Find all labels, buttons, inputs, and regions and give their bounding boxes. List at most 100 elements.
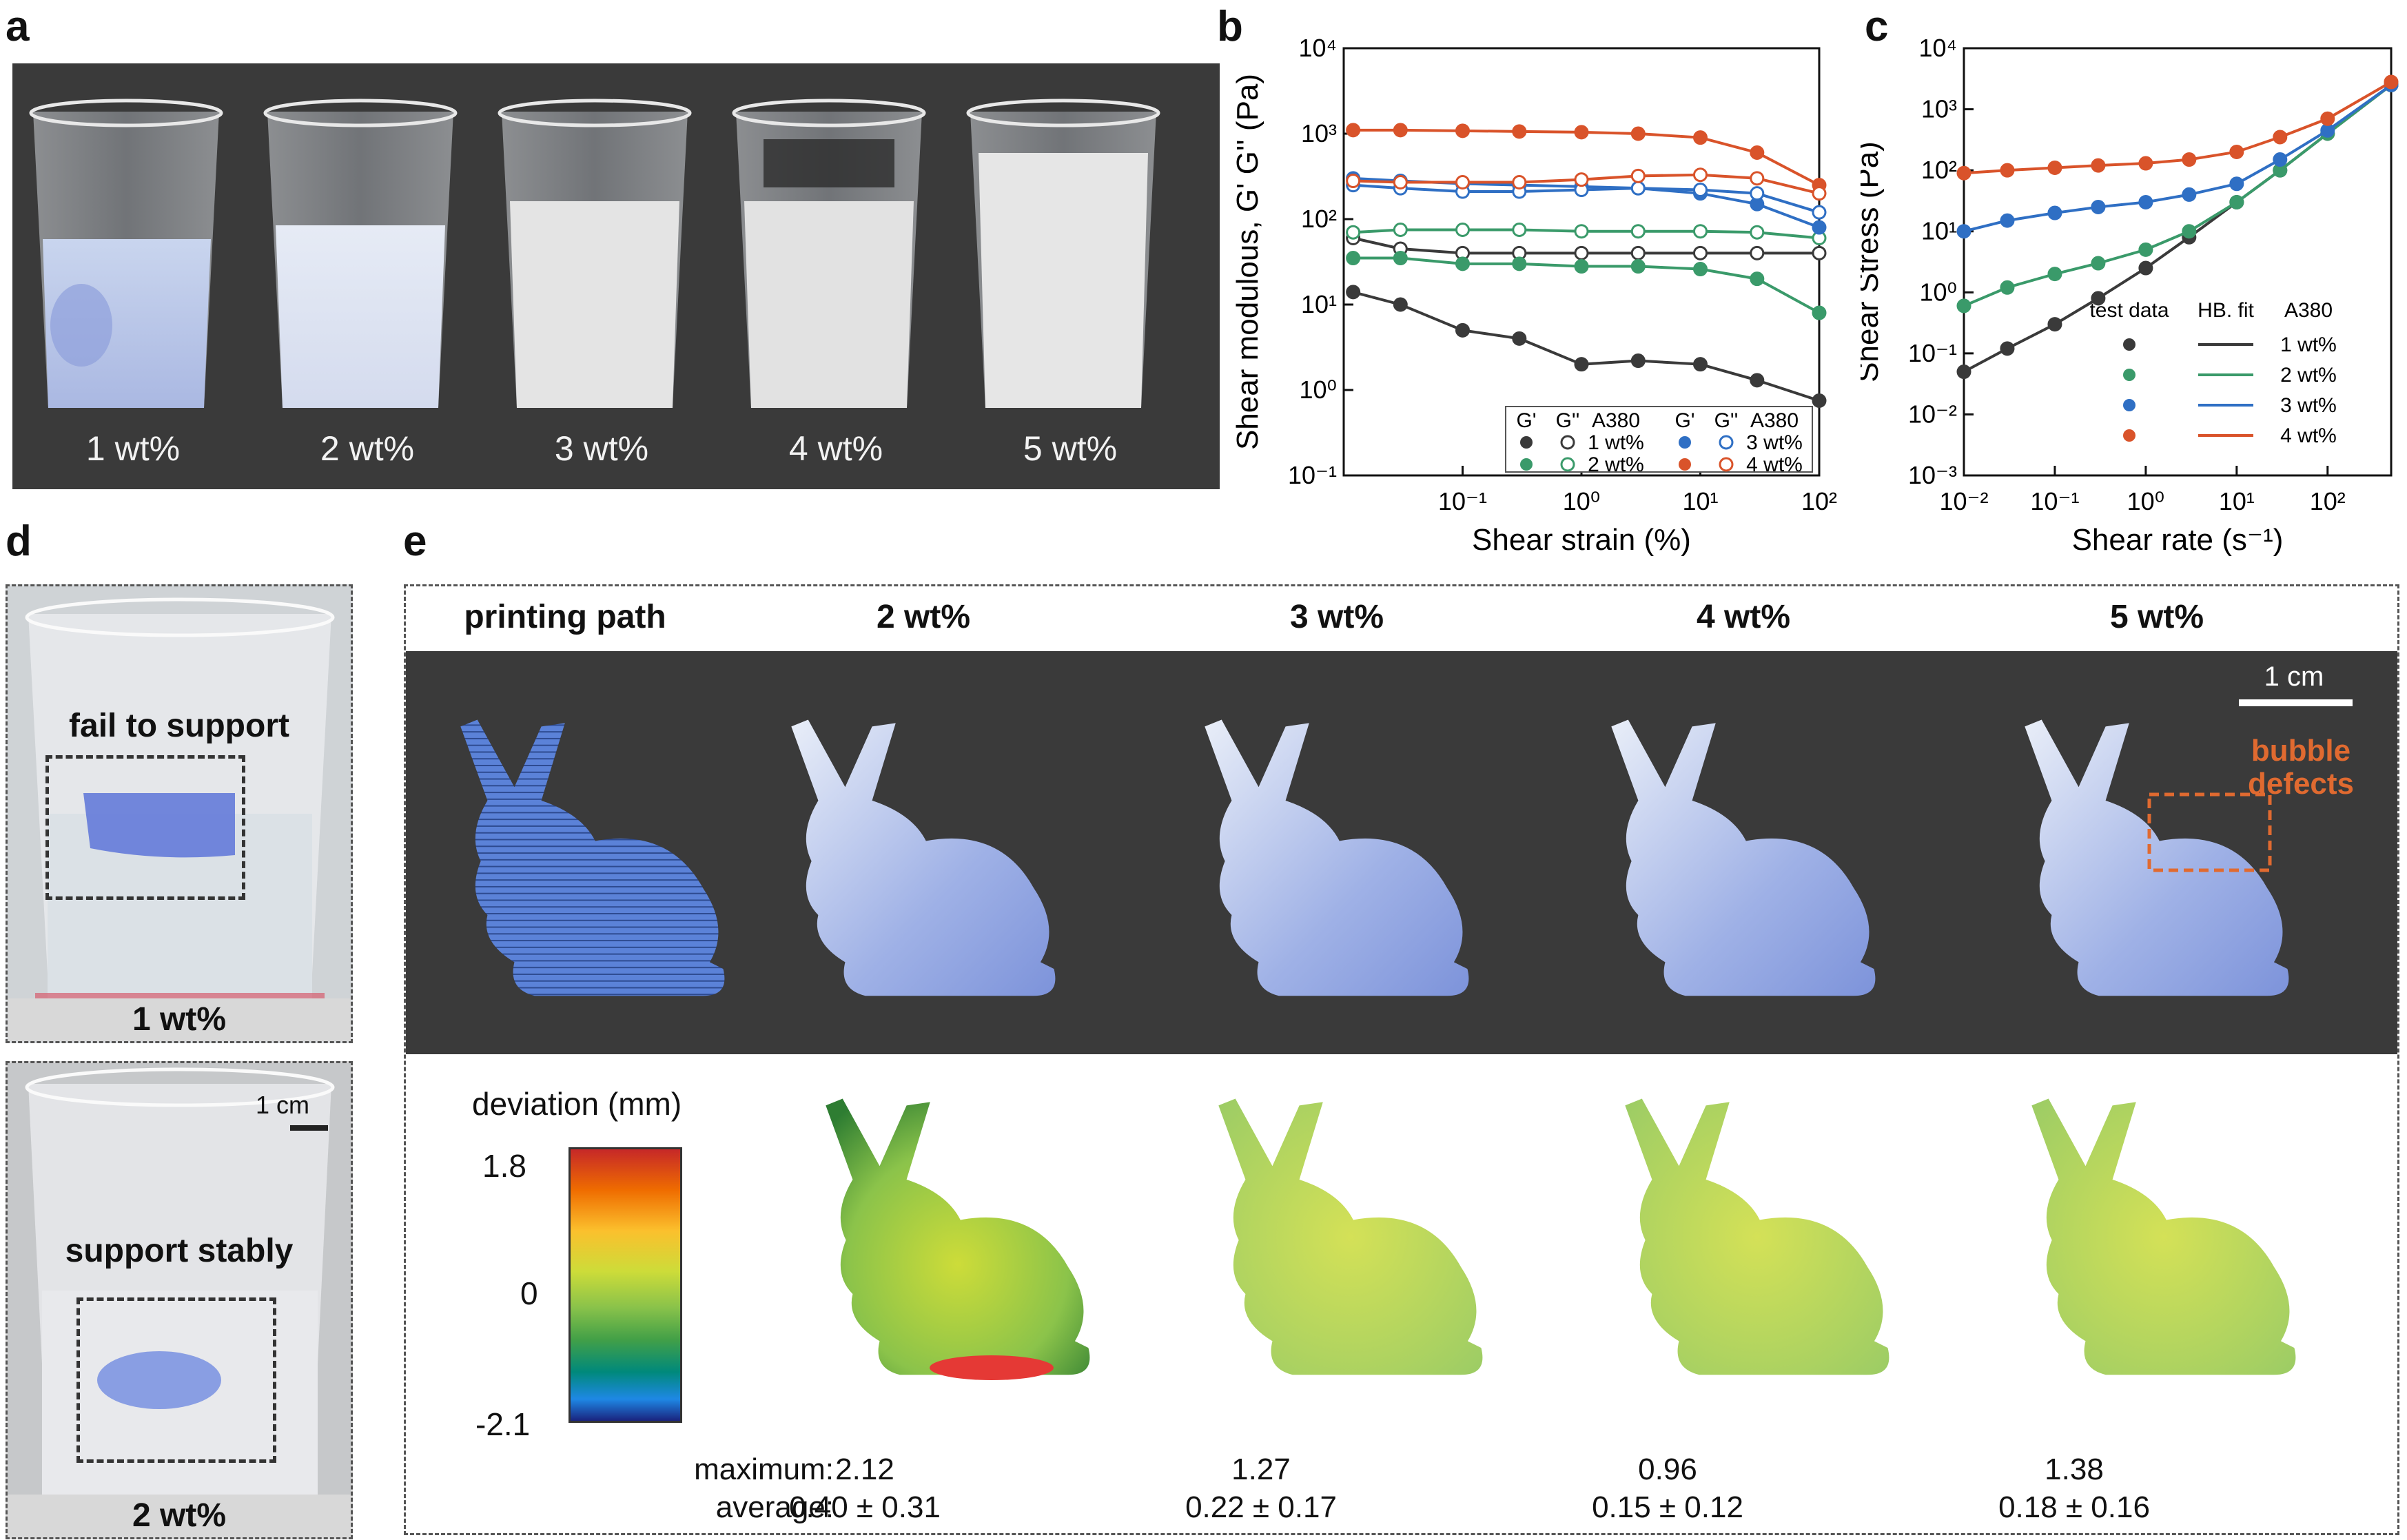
data-point xyxy=(1455,175,1470,190)
legend-marker xyxy=(1719,457,1734,472)
cup-label-3: 3 wt% xyxy=(554,429,649,468)
y-tick-label: 10⁻² xyxy=(1908,400,1957,428)
cups-photo: 1 wt% 2 wt% 3 wt% 4 wt% 5 wt% xyxy=(12,63,1220,489)
y-tick-label: 10⁴ xyxy=(1298,34,1337,62)
colorbar-min: -2.1 xyxy=(475,1406,531,1442)
legend-marker xyxy=(2123,429,2135,442)
defect-note-2: defects xyxy=(2247,767,2355,801)
legend-entry: 2 wt% xyxy=(1588,453,1644,476)
avg-5wt: 0.18 ± 0.16 xyxy=(1998,1490,2150,1524)
max-4wt: 0.96 xyxy=(1638,1452,1697,1486)
data-point xyxy=(2320,111,2335,126)
legend-marker xyxy=(1520,458,1533,471)
data-point xyxy=(1346,285,1361,300)
cup-label-2: 2 wt% xyxy=(320,429,415,468)
data-point xyxy=(2138,260,2153,276)
data-point xyxy=(2229,144,2244,159)
data-point xyxy=(1393,222,1408,237)
legend-marker xyxy=(1679,436,1691,449)
x-tick-label: 10⁻² xyxy=(1939,487,1988,515)
data-point xyxy=(1455,322,1470,338)
x-tick-label: 10⁰ xyxy=(1563,487,1600,515)
data-point xyxy=(2273,152,2288,167)
colorbar xyxy=(569,1147,682,1423)
y-tick-label: 10⁴ xyxy=(1918,34,1957,62)
y-tick-label: 10⁻¹ xyxy=(1288,461,1337,489)
cup-photo-2wt xyxy=(8,1063,351,1537)
data-point xyxy=(2138,194,2153,209)
data-point xyxy=(1750,225,1765,240)
y-tick-label: 10³ xyxy=(1301,119,1337,147)
x-tick-label: 10⁻¹ xyxy=(2030,487,2079,515)
data-point xyxy=(1346,251,1361,266)
data-point xyxy=(1812,186,1827,201)
cup-2 xyxy=(263,99,458,408)
legend-marker xyxy=(2123,338,2135,351)
data-point xyxy=(1630,181,1646,196)
data-point xyxy=(1512,175,1527,190)
plot-frame xyxy=(1963,47,2393,477)
colorbar-mid: 0 xyxy=(520,1275,538,1311)
x-tick-label: 10⁰ xyxy=(2127,487,2164,515)
y-tick-label: 10⁻³ xyxy=(1908,461,1957,489)
y-tick-label: 10¹ xyxy=(1921,217,1957,245)
data-point xyxy=(2000,280,2015,295)
y-tick-label: 10² xyxy=(1921,156,1957,184)
data-point xyxy=(1956,365,1971,380)
data-point xyxy=(1574,224,1589,239)
data-point xyxy=(2229,176,2244,192)
y-tick-label: 10⁻¹ xyxy=(1908,339,1957,367)
deviation-bunny-3wt xyxy=(1218,1098,1483,1375)
legend-header: A380 xyxy=(2284,299,2333,322)
data-point xyxy=(1693,167,1708,183)
y-tick-label: 10⁰ xyxy=(1920,278,1957,306)
legend-entry: 3 wt% xyxy=(2280,394,2337,417)
legend-header: A380 xyxy=(1592,409,1640,432)
legend-header: A380 xyxy=(1750,409,1799,432)
legend-entry: 2 wt% xyxy=(2280,364,2337,387)
legend-header: G'' xyxy=(1714,409,1739,432)
data-point xyxy=(1512,331,1527,346)
data-point xyxy=(1574,245,1589,260)
x-tick-label: 10¹ xyxy=(1682,487,1718,515)
data-point xyxy=(1750,373,1765,388)
cup-4 xyxy=(732,99,926,408)
photo-2wt: 1 cm support stably 2 wt% xyxy=(6,1061,353,1539)
data-point xyxy=(1750,171,1765,186)
data-point xyxy=(1574,125,1589,140)
data-point xyxy=(1956,165,1971,181)
legend-entry: 4 wt% xyxy=(1746,453,1803,476)
data-point xyxy=(1346,174,1361,189)
data-point xyxy=(1574,357,1589,372)
x-axis-label: Shear strain (%) xyxy=(1472,523,1691,557)
panel-letter-d: d xyxy=(6,517,32,565)
data-point xyxy=(1750,145,1765,161)
data-point xyxy=(2182,187,2197,202)
data-point xyxy=(1750,186,1765,201)
legend-header: G' xyxy=(1516,409,1536,432)
data-point xyxy=(1812,305,1827,320)
data-point xyxy=(1693,183,1708,198)
data-point xyxy=(1455,256,1470,271)
avg-4wt: 0.15 ± 0.12 xyxy=(1592,1490,1743,1524)
data-point xyxy=(1630,353,1646,369)
cups-illustration xyxy=(29,99,1160,408)
data-point xyxy=(1512,256,1527,271)
data-point xyxy=(1630,224,1646,239)
series-line xyxy=(1963,81,2393,175)
avg-2wt: 0.40 ± 0.31 xyxy=(789,1490,941,1524)
data-point xyxy=(1393,175,1408,190)
data-point xyxy=(2138,242,2153,257)
data-point xyxy=(2320,123,2335,138)
series-line xyxy=(1353,290,1820,402)
data-point xyxy=(1346,225,1361,240)
panel-letter-c: c xyxy=(1865,3,1889,50)
legend-entry: 3 wt% xyxy=(1746,431,1803,454)
data-point xyxy=(1693,262,1708,277)
data-point xyxy=(1812,245,1827,260)
deviation-bunnies xyxy=(826,1098,2296,1380)
max-5wt: 1.38 xyxy=(2045,1452,2104,1486)
cup-1 xyxy=(29,99,223,408)
data-point xyxy=(1750,245,1765,260)
legend-header: test data xyxy=(2089,299,2169,322)
